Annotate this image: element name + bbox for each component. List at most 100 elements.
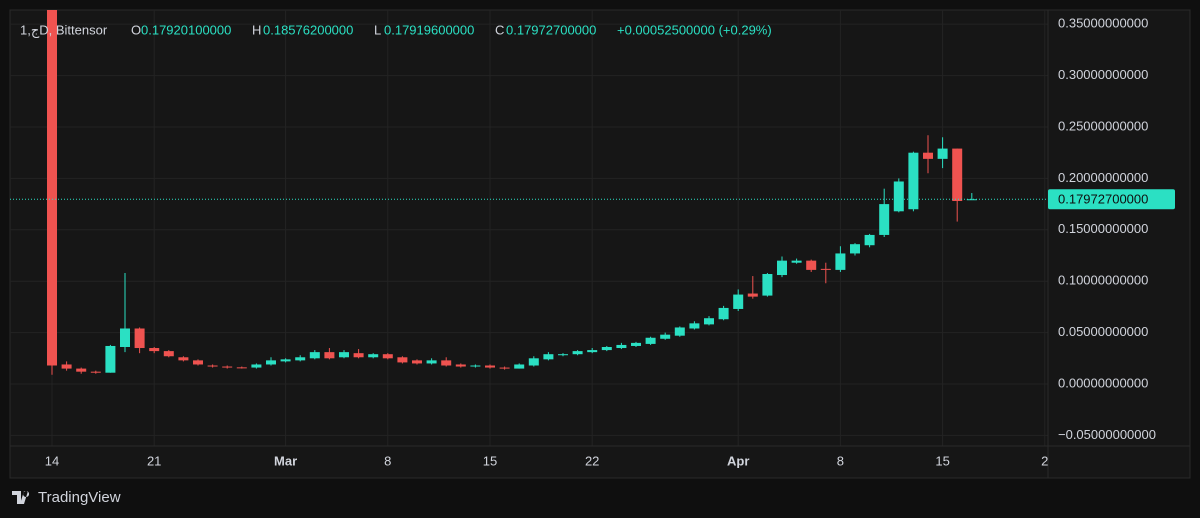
grid — [10, 10, 1048, 446]
symbol: 1,جD, Bittensor — [20, 22, 108, 38]
x-tick-label: Mar — [274, 453, 297, 468]
y-tick-label: 0.10000000000 — [1058, 273, 1148, 288]
candle-body — [397, 357, 408, 363]
candle-body — [178, 357, 189, 361]
x-tick-label: 2 — [1041, 453, 1048, 468]
close-value: 0.17972700000 — [506, 22, 596, 37]
candle-body — [382, 354, 393, 359]
y-tick-label: 0.20000000000 — [1058, 170, 1148, 185]
candle-body — [864, 234, 875, 246]
x-tick-label: 14 — [45, 453, 59, 468]
candle-body — [791, 260, 802, 263]
candle-body — [587, 350, 598, 353]
candle-body — [631, 342, 641, 346]
candle-body — [193, 360, 203, 365]
y-tick-label: 0.35000000000 — [1058, 16, 1148, 31]
x-tick-label: 22 — [585, 453, 599, 468]
candle-body — [966, 199, 977, 201]
candle-body — [923, 152, 933, 159]
close-label: C — [495, 22, 504, 37]
candle-body — [222, 366, 233, 368]
low-value: 0.17919600000 — [384, 22, 474, 37]
candle-body — [441, 360, 452, 366]
brand-name: TradingView — [38, 489, 121, 506]
candle-body — [543, 354, 554, 360]
candle-body — [412, 360, 422, 364]
candle-body — [207, 365, 218, 367]
candle-body — [733, 294, 744, 309]
brand-logo: TradingView — [12, 489, 121, 506]
candle-body — [645, 337, 656, 344]
x-tick-label: 15 — [483, 453, 497, 468]
low-label: L — [374, 22, 381, 37]
candle-body — [747, 293, 758, 297]
candle-body — [149, 348, 160, 352]
candle-body — [850, 244, 860, 254]
candle-body — [558, 354, 568, 356]
x-tick-label: 15 — [935, 453, 949, 468]
candle-body — [251, 364, 262, 368]
candle-body — [47, 10, 57, 366]
open-label: O — [131, 22, 141, 37]
candle-body — [704, 318, 714, 325]
y-tick-label: 0.25000000000 — [1058, 118, 1148, 133]
open-value: 0.17920100000 — [141, 22, 231, 37]
x-tick-label: 8 — [384, 453, 391, 468]
candle-body — [674, 327, 685, 336]
candles — [47, 10, 977, 375]
candle-body — [937, 148, 948, 159]
candle-body — [105, 345, 116, 373]
candle-body — [61, 364, 72, 369]
y-tick-label: −0.05000000000 — [1058, 427, 1156, 442]
candle-body — [120, 328, 130, 347]
x-tick-label: 21 — [147, 453, 161, 468]
candle-body — [455, 364, 466, 367]
candle-body — [485, 365, 495, 368]
candle-body — [777, 260, 787, 276]
y-tick-label: 0.05000000000 — [1058, 324, 1148, 339]
candle-body — [718, 307, 729, 320]
candle-body — [324, 352, 335, 359]
candle-body — [499, 367, 510, 369]
candle-body — [514, 364, 525, 369]
candle-body — [90, 371, 101, 373]
y-tick-label: 0.00000000000 — [1058, 375, 1148, 390]
candle-body — [762, 274, 773, 296]
ohlc-legend: 1,جD, Bittensor O 0.17920100000 H 0.1857… — [20, 22, 772, 38]
candle-body — [163, 351, 174, 357]
candle-body — [339, 352, 349, 358]
candle-body — [835, 253, 846, 270]
candle-body — [879, 204, 890, 235]
high-value: 0.18576200000 — [263, 22, 353, 37]
last-price-tag — [1048, 189, 1175, 210]
candle-body — [616, 344, 627, 349]
y-tick-label: 0.30000000000 — [1058, 67, 1148, 82]
logo-icon — [12, 491, 30, 504]
x-tick-label: Apr — [727, 453, 749, 468]
candle-body — [266, 360, 276, 365]
candle-body — [368, 354, 379, 358]
candle-body — [689, 323, 700, 329]
candle-body — [806, 260, 817, 270]
candle-body — [908, 152, 919, 210]
change-value: +0.00052500000 (+0.29%) — [617, 22, 772, 37]
x-tick-label: 8 — [837, 453, 844, 468]
candle-body — [76, 368, 87, 372]
candle-body — [236, 367, 247, 369]
candle-body — [528, 358, 539, 366]
candle-body — [470, 365, 481, 367]
candle-body — [353, 353, 364, 358]
candle-body — [309, 352, 320, 359]
candle-body — [572, 351, 583, 355]
candle-body — [893, 181, 904, 212]
candle-body — [601, 346, 612, 351]
high-label: H — [252, 22, 261, 37]
candle-body — [426, 360, 437, 364]
candle-body — [820, 268, 831, 270]
candle-body — [660, 334, 671, 339]
candle-body — [280, 359, 291, 362]
candle-body — [134, 328, 145, 349]
candle-body — [952, 148, 963, 202]
last-price-label: 0.17972700000 — [1058, 192, 1148, 207]
